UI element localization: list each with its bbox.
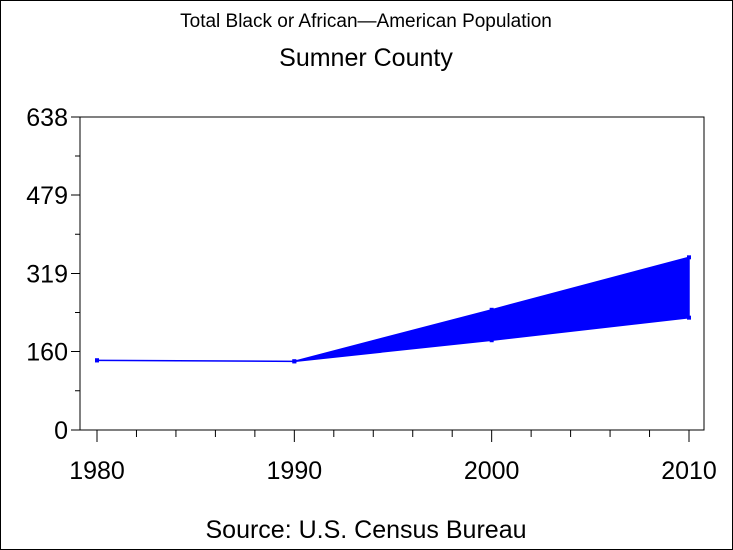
y-tick-label: 0 <box>54 417 68 445</box>
plot-frame <box>79 116 705 431</box>
range-band <box>96 256 690 363</box>
y-tick-label: 638 <box>26 104 68 132</box>
data-point <box>95 358 99 363</box>
chart-title: Total Black or African—American Populati… <box>180 11 552 32</box>
y-tick-label: 160 <box>26 339 68 367</box>
chart-subtitle: Sumner County <box>279 44 453 72</box>
data-point <box>292 359 297 364</box>
y-tick-label: 319 <box>26 261 68 289</box>
x-tick-label: 1990 <box>267 457 323 485</box>
y-tick-label: 479 <box>26 182 68 210</box>
x-tick-label: 2010 <box>661 457 717 485</box>
data-point <box>687 315 691 320</box>
data-point <box>489 307 494 312</box>
data-point <box>489 338 494 343</box>
x-tick-label: 2000 <box>464 457 520 485</box>
data-point <box>687 255 691 260</box>
chart-footnote: Source: U.S. Census Bureau <box>206 516 527 544</box>
x-tick-label: 1980 <box>69 457 125 485</box>
